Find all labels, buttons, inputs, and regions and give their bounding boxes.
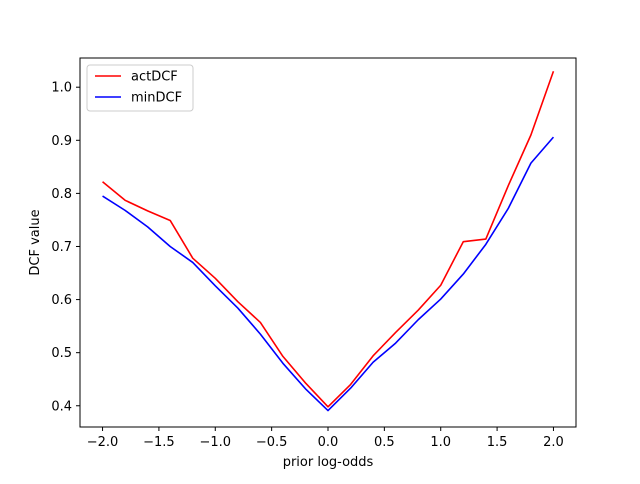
plot-area xyxy=(79,57,577,428)
data-point-actdcf xyxy=(169,220,171,222)
y-tick-label: 0.9 xyxy=(51,134,72,149)
data-point-actdcf xyxy=(508,185,510,187)
y-tick-label: 1.0 xyxy=(51,81,72,96)
x-tick-label: 1.0 xyxy=(430,435,451,450)
y-axis: 0.4 0.5 0.6 0.7 0.8 0.9 1.0 xyxy=(51,81,80,414)
data-point-actdcf xyxy=(372,355,374,357)
x-axis: −2.0 −1.5 −1.0 −0.5 0.0 0.5 1.0 1.5 2.0 xyxy=(87,427,564,450)
data-point-actdcf xyxy=(530,134,532,136)
data-point-actdcf xyxy=(214,278,216,280)
data-point-mindcf xyxy=(372,361,374,363)
data-point-actdcf xyxy=(260,322,262,324)
x-tick-label: −0.5 xyxy=(256,435,288,450)
series-line-actdcf xyxy=(102,71,555,408)
data-point-actdcf xyxy=(147,210,149,212)
data-point-mindcf xyxy=(417,319,419,321)
y-tick-label: 0.7 xyxy=(51,240,72,255)
x-tick-label: 0.5 xyxy=(374,435,395,450)
data-point-mindcf xyxy=(485,244,487,246)
data-point-mindcf xyxy=(192,262,194,264)
x-tick-label: −1.5 xyxy=(143,435,175,450)
data-point-mindcf xyxy=(508,207,510,209)
data-point-mindcf xyxy=(327,410,329,412)
x-tick-label: 0.0 xyxy=(318,435,339,450)
data-point-mindcf xyxy=(440,298,442,300)
series-lines xyxy=(102,70,555,412)
series-line-mindcf xyxy=(102,136,555,412)
x-axis-label: prior log-odds xyxy=(283,455,374,470)
data-point-actdcf xyxy=(124,199,126,201)
data-point-actdcf xyxy=(485,238,487,240)
data-point-mindcf xyxy=(169,246,171,248)
data-point-actdcf xyxy=(462,241,464,243)
y-tick-label: 0.8 xyxy=(51,187,72,202)
legend: actDCF minDCF xyxy=(86,64,194,112)
data-point-actdcf xyxy=(305,382,307,384)
y-tick-label: 0.6 xyxy=(51,293,72,308)
data-point-mindcf xyxy=(282,362,284,364)
y-tick-label: 0.4 xyxy=(51,399,72,414)
data-point-mindcf xyxy=(214,285,216,287)
data-point-mindcf xyxy=(350,387,352,389)
data-point-mindcf xyxy=(102,195,104,197)
x-tick-label: −2.0 xyxy=(87,435,119,450)
y-axis-label: DCF value xyxy=(28,209,43,275)
data-point-actdcf xyxy=(350,384,352,386)
data-point-mindcf xyxy=(237,307,239,309)
legend-label-mindcf: minDCF xyxy=(131,91,182,106)
data-point-mindcf xyxy=(553,136,555,138)
x-tick-label: 1.5 xyxy=(487,435,508,450)
y-tick-label: 0.5 xyxy=(51,346,72,361)
x-tick-label: −1.0 xyxy=(199,435,231,450)
data-point-mindcf xyxy=(147,226,149,228)
data-point-mindcf xyxy=(530,162,532,164)
data-point-actdcf xyxy=(282,356,284,358)
data-point-actdcf xyxy=(192,257,194,259)
data-point-mindcf xyxy=(260,333,262,335)
legend-label-actdcf: actDCF xyxy=(131,70,178,85)
x-tick-label: 2.0 xyxy=(543,435,564,450)
data-point-actdcf xyxy=(553,70,555,72)
data-point-mindcf xyxy=(124,210,126,212)
data-point-actdcf xyxy=(327,406,329,408)
data-point-actdcf xyxy=(440,284,442,286)
data-point-mindcf xyxy=(305,388,307,390)
data-point-actdcf xyxy=(395,332,397,334)
data-point-mindcf xyxy=(462,273,464,275)
data-point-actdcf xyxy=(417,309,419,311)
data-point-mindcf xyxy=(395,342,397,344)
data-point-actdcf xyxy=(102,181,104,183)
data-point-actdcf xyxy=(237,301,239,303)
